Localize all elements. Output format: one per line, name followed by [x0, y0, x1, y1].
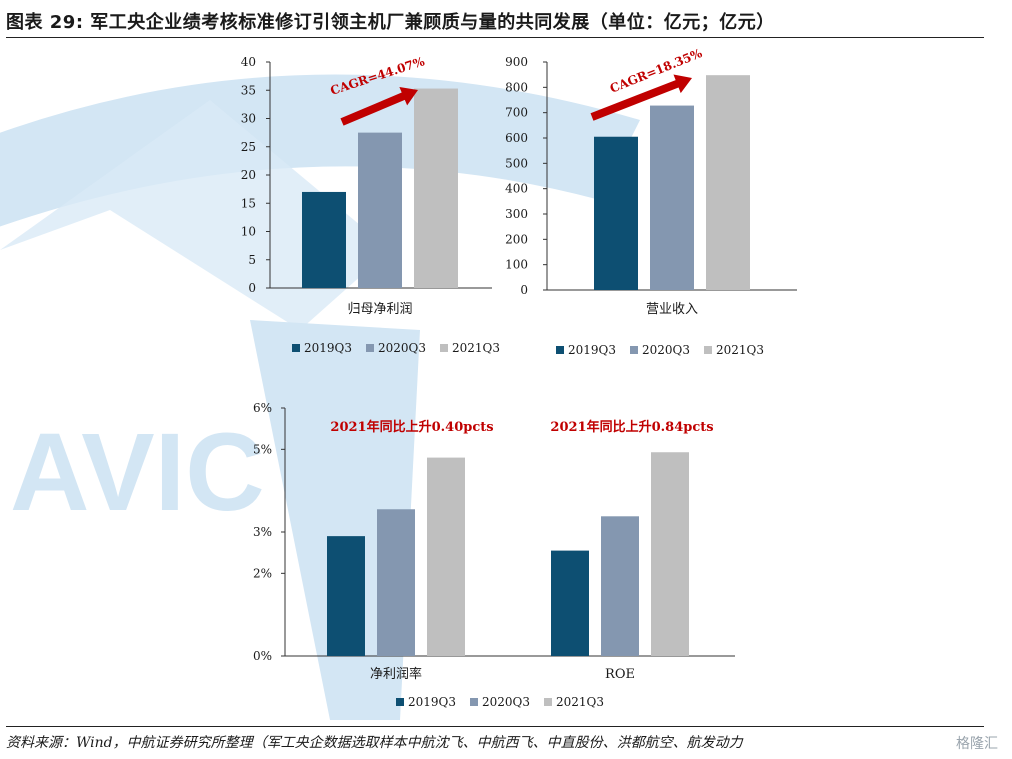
y-tick-label: 20 — [241, 168, 256, 182]
legend-label: 2020Q3 — [642, 343, 690, 357]
legend-label: 2020Q3 — [482, 695, 530, 709]
y-tick-label: 200 — [505, 232, 528, 246]
legend-swatch — [544, 698, 552, 706]
bar-2019q3-2-1 — [551, 550, 589, 656]
bar-2021q3-2-0 — [427, 457, 465, 656]
y-tick-label: 25 — [241, 140, 256, 154]
y-tick-label: 0% — [253, 649, 272, 663]
bar-2021q3-1-0 — [706, 75, 750, 290]
bar-2020q3-2-0 — [377, 509, 415, 656]
y-tick-label: 40 — [241, 55, 256, 69]
bar-2019q3-0-0 — [302, 191, 346, 288]
legend-label: 2021Q3 — [716, 343, 764, 357]
y-tick-label: 300 — [505, 207, 528, 221]
bar-2021q3-2-1 — [651, 452, 689, 656]
change-annotation: 2021年同比上升0.84pcts — [550, 419, 713, 435]
legend-swatch — [556, 346, 564, 354]
legend-swatch — [704, 346, 712, 354]
y-tick-label: 0 — [248, 281, 256, 295]
y-tick-label: 600 — [505, 131, 528, 145]
legend-swatch — [396, 698, 404, 706]
category-label: 净利润率 — [370, 666, 422, 682]
legend-swatch — [440, 344, 448, 352]
y-tick-label: 5% — [253, 442, 272, 456]
avic-logo-text: AVIC — [10, 411, 265, 534]
legend-swatch — [366, 344, 374, 352]
y-tick-label: 400 — [505, 182, 528, 196]
y-tick-label: 800 — [505, 80, 528, 94]
y-tick-label: 30 — [241, 112, 256, 126]
category-label: ROE — [605, 667, 635, 682]
y-tick-label: 900 — [505, 55, 528, 69]
title-rule — [6, 37, 984, 38]
category-label: 归母净利润 — [347, 302, 412, 317]
legend-label: 2019Q3 — [568, 343, 616, 357]
category-label: 营业收入 — [646, 302, 698, 317]
y-tick-label: 15 — [241, 196, 256, 210]
source-note: 资料来源：Wind，中航证券研究所整理（军工央企数据选取样本中航沈飞、中航西飞、… — [6, 735, 743, 751]
bar-2019q3-1-0 — [594, 136, 638, 290]
y-tick-label: 700 — [505, 106, 528, 120]
footer-rule — [6, 726, 984, 727]
legend-swatch — [630, 346, 638, 354]
legend-label: 2020Q3 — [378, 341, 426, 355]
cagr-arrow — [340, 86, 418, 126]
bar-2021q3-0-0 — [414, 88, 458, 289]
y-tick-label: 2% — [253, 566, 272, 580]
bar-2019q3-2-0 — [327, 536, 365, 656]
bar-2020q3-0-0 — [358, 132, 402, 288]
y-tick-label: 3% — [253, 525, 272, 539]
bar-2020q3-2-1 — [601, 516, 639, 656]
y-tick-label: 35 — [241, 83, 256, 97]
cagr-arrow — [590, 74, 692, 121]
legend-label: 2019Q3 — [304, 341, 352, 355]
figure-title: 图表 29: 军工央企业绩考核标准修订引领主机厂兼顾质与量的共同发展（单位：亿元… — [6, 12, 775, 33]
y-tick-label: 6% — [253, 401, 272, 415]
y-tick-label: 500 — [505, 156, 528, 170]
y-tick-label: 5 — [248, 253, 256, 267]
legend-swatch — [470, 698, 478, 706]
y-tick-label: 10 — [241, 225, 256, 239]
bar-2020q3-1-0 — [650, 105, 694, 290]
legend-label: 2021Q3 — [556, 695, 604, 709]
watermark-text: 格隆汇 — [954, 733, 1000, 753]
legend-label: 2021Q3 — [452, 341, 500, 355]
y-tick-label: 100 — [505, 258, 528, 272]
y-tick-label: 0 — [520, 283, 528, 297]
change-annotation: 2021年同比上升0.40pcts — [330, 419, 493, 435]
legend-label: 2019Q3 — [408, 695, 456, 709]
legend-swatch — [292, 344, 300, 352]
